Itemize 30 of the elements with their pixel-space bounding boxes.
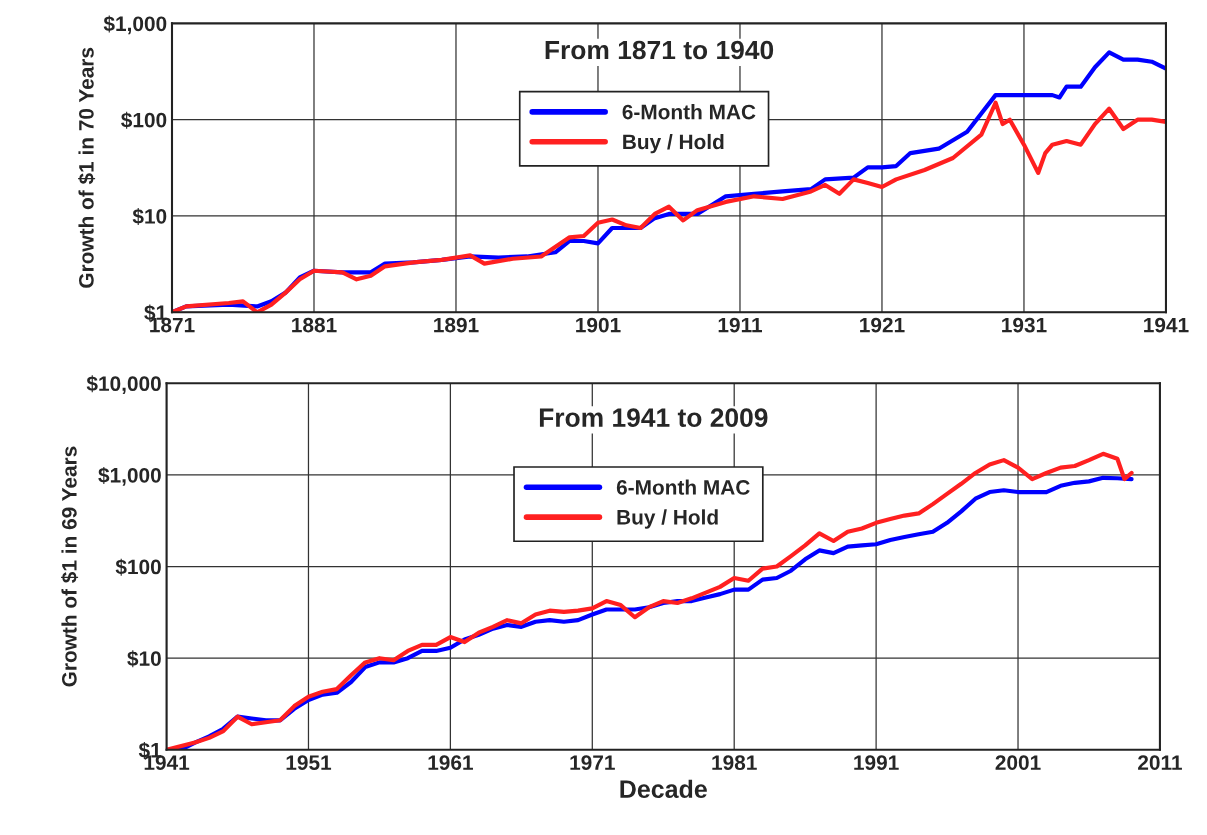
x-tick-label: 1931 (1002, 317, 1047, 333)
x-tick-label: 1881 (292, 317, 337, 333)
x-tick-label: 1961 (428, 755, 473, 770)
legend-label: 6-Month MAC (622, 104, 756, 120)
y-tick-label: $10 (132, 208, 167, 226)
text: From 1871 to 1940 (545, 40, 774, 60)
x-tick-label: 1921 (860, 317, 905, 333)
legend-label: Buy / Hold (617, 509, 718, 529)
x-tick-label: 1991 (854, 755, 899, 770)
x-tick-label: 1951 (286, 755, 332, 770)
x-tick-label: 1981 (712, 755, 757, 770)
legend-label: Buy / Hold (623, 133, 724, 154)
x-tick-label: 1911 (718, 317, 762, 333)
x-axis-title: Decade (620, 779, 707, 799)
x-tick-label: 1941 (1144, 317, 1189, 333)
y-tick-label: $10,000 (86, 375, 161, 395)
y-tick-label: $10 (127, 650, 161, 668)
x-tick-label: 2001 (995, 755, 1041, 770)
y-tick-label: $100 (115, 558, 161, 576)
x-tick-label: 2011 (1138, 755, 1182, 770)
x-tick-label: 1971 (570, 755, 615, 770)
x-tick-label: 1901 (576, 317, 621, 333)
y-tick-label: $100 (121, 111, 167, 129)
text: From 1941 to 2009 (539, 408, 768, 428)
legend-label: 6-Month MAC (616, 479, 750, 495)
y-axis-title: Growth of $1 in 69 Years (61, 446, 79, 687)
x-tick-label: 1891 (434, 317, 479, 333)
y-axis-title: Growth of $1 in 70 Years (78, 47, 96, 288)
y-tick-label: $1,000 (98, 466, 161, 486)
y-tick-label: $1,000 (103, 15, 167, 35)
